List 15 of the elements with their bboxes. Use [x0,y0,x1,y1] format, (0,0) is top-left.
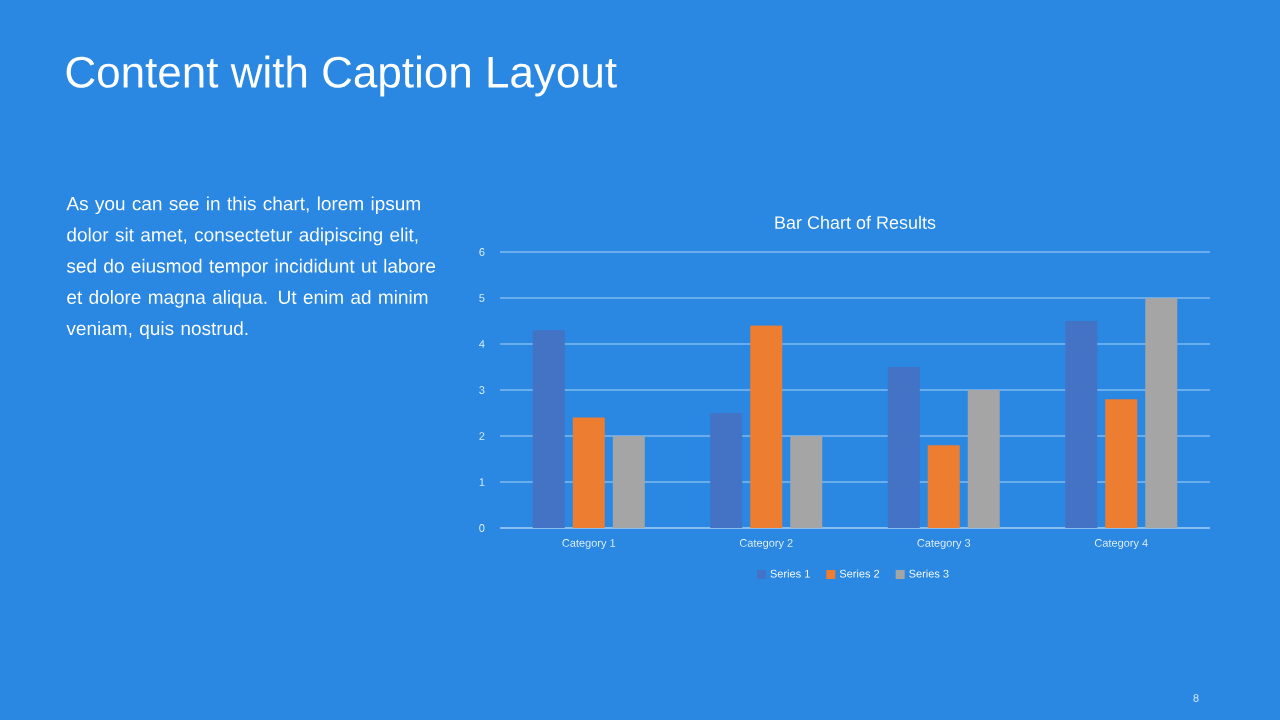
text: Content with Caption Layout [66,55,617,97]
bar [750,325,783,528]
bar [1105,399,1138,528]
bar [790,436,823,528]
text: As you can see in this chart, lorem ipsum dolor sit amet, consectetur adipiscing elit, sed do eiusmod tempor incididunt ut labore et dolore magna aliqua. Ut enim ad minim veniam, quis nostrud. [66,196,436,339]
bar [887,367,920,528]
bar [572,417,605,528]
bar [1145,298,1178,528]
chart-title: Bar Chart of Results [775,215,936,229]
bar [532,330,565,528]
bar [1065,321,1098,528]
bar [710,413,743,528]
bar [927,445,960,528]
bar [967,390,1000,528]
bar [612,436,645,528]
